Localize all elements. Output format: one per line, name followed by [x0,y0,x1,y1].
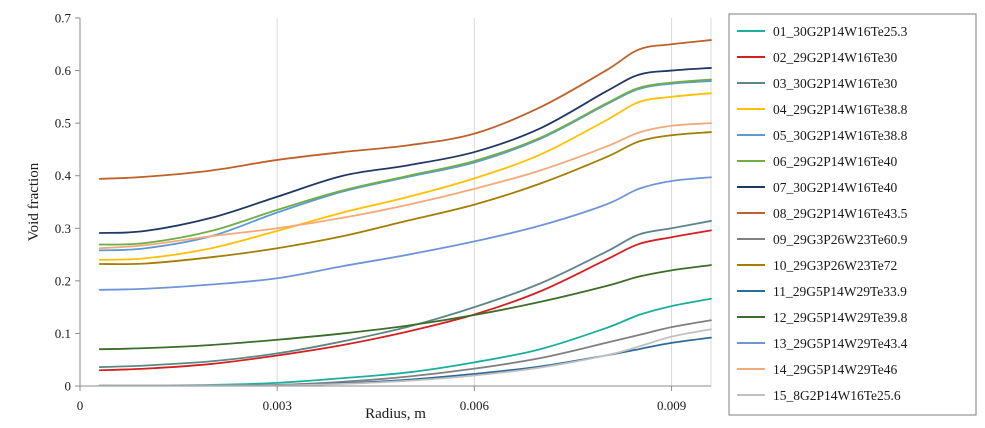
x-tick-label: 0.003 [263,398,292,413]
y-tick-label: 0.2 [55,273,71,288]
series-line-8 [98,39,712,180]
legend-box [728,13,977,416]
series-line-1 [98,297,712,387]
series-lines [98,39,712,387]
legend-label-4: 04_29G2P14W16Te38.8 [773,102,908,117]
legend-label-14: 14_29G5P14W29Te46 [773,362,898,377]
legend-label-3: 03_30G2P14W16Te30 [773,76,898,91]
series-line-3 [98,220,712,368]
legend-label-11: 11_29G5P14W29Te33.9 [773,284,907,299]
y-tick-label: 0.1 [55,326,71,341]
series-line-6 [98,78,712,246]
y-tick-label: 0.3 [55,221,71,236]
legend-label-5: 05_30G2P14W16Te38.8 [773,128,908,143]
legend: 01_30G2P14W16Te25.3 02_29G2P14W16Te30 03_3… [728,13,977,416]
y-tick-label: 0 [65,379,72,394]
legend-label-15: 15_8G2P14W16Te25.6 [773,388,901,403]
series-line-14 [98,122,712,250]
x-tick-label: 0.006 [460,398,490,413]
x-tick-label: 0.009 [657,398,686,413]
series-line-13 [98,176,712,291]
legend-label-9: 09_29G3P26W23Te60.9 [773,232,908,247]
legend-label-7: 07_30G2P14W16Te40 [773,180,898,195]
series-line-2 [98,229,712,372]
series-line-12 [98,264,712,351]
y-tick-label: 0.4 [55,168,72,183]
x-axis-title: Radius, m [365,406,426,422]
y-tick-label: 0.7 [55,11,72,26]
legend-label-1: 01_30G2P14W16Te25.3 [773,24,908,39]
series-line-10 [98,131,712,266]
legend-label-12: 12_29G5P14W29Te39.8 [773,310,908,325]
x-tick-label: 0 [77,398,84,413]
legend-label-6: 06_29G2P14W16Te40 [773,154,898,169]
series-line-4 [98,92,712,261]
legend-label-8: 08_29G2P14W16Te43.5 [773,206,908,221]
series-line-11 [98,336,712,387]
legend-label-13: 13_29G5P14W29Te43.4 [773,336,908,351]
y-tick-label: 0.5 [55,116,71,131]
legend-label-2: 02_29G2P14W16Te30 [773,50,898,65]
y-axis-title: Void fraction [26,162,42,241]
legend-label-10: 10_29G3P26W23Te72 [773,258,897,273]
series-line-7 [98,67,712,234]
axes: 0 0.1 0.2 0.3 0.4 0.5 0.6 0.7 0 0.003 0.006 0.009 Ra… [26,11,711,422]
y-tick-label: 0.6 [55,63,72,78]
